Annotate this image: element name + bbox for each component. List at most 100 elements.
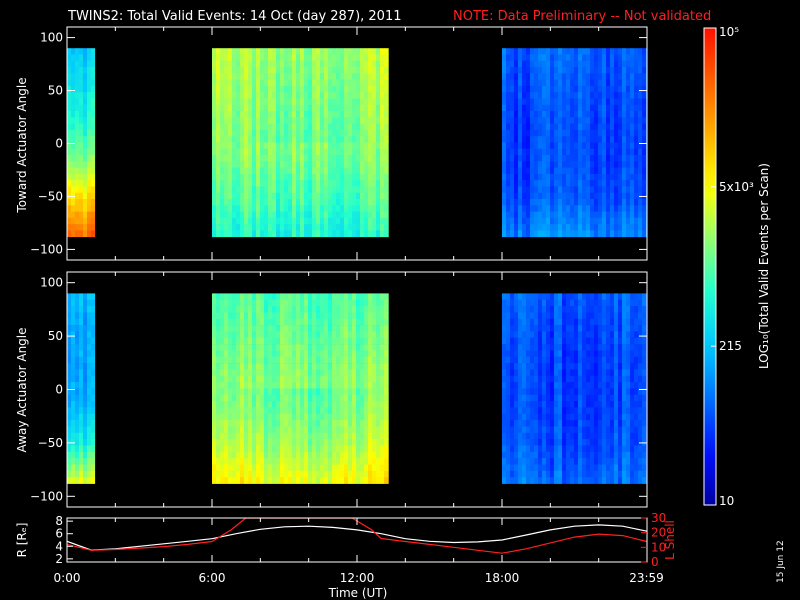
heatmap-cell [304, 180, 309, 187]
heatmap-cell [260, 161, 265, 168]
heatmap-cell [79, 224, 84, 231]
heatmap-cell [368, 67, 373, 74]
heatmap-cell [83, 54, 88, 62]
heatmap-cell [67, 401, 72, 408]
heatmap-cell [360, 117, 365, 124]
heatmap-cell [376, 104, 381, 112]
heatmap-cell [534, 67, 539, 74]
heatmap-cell [538, 306, 543, 313]
heatmap-cell [618, 48, 623, 55]
heatmap-cell [296, 224, 301, 231]
heatmap-cell [292, 79, 297, 87]
heatmap-cell [360, 129, 365, 137]
heatmap-cell [618, 224, 623, 231]
heatmap-cell [570, 356, 575, 364]
heatmap-cell [332, 369, 337, 377]
heatmap-cell [300, 432, 305, 440]
heatmap-cell [630, 211, 635, 219]
heatmap-cell [542, 186, 547, 194]
heatmap-cell [91, 439, 96, 446]
heatmap-cell [220, 123, 225, 131]
heatmap-cell [348, 432, 353, 440]
heatmap-cell [328, 382, 333, 389]
heatmap-cell [216, 331, 221, 339]
heatmap-cell [224, 224, 229, 231]
heatmap-cell [574, 224, 579, 231]
heatmap-cell [598, 306, 603, 313]
heatmap-cell [79, 155, 84, 162]
heatmap-cell [574, 142, 579, 150]
heatmap-cell [256, 161, 261, 168]
heatmap-cell [244, 217, 249, 225]
heatmap-cell [316, 217, 321, 225]
heatmap-cell [590, 401, 595, 408]
heatmap-cell [236, 445, 241, 453]
heatmap-cell [212, 85, 217, 93]
heatmap-cell [216, 92, 221, 99]
heatmap-cell [224, 186, 229, 194]
heatmap-cell [332, 293, 337, 301]
heatmap-cell [328, 363, 333, 370]
heatmap-cell [384, 180, 389, 187]
heatmap-cell [542, 299, 547, 307]
heatmap-cell [272, 458, 277, 465]
heatmap-cell [248, 104, 253, 112]
heatmap-cell [530, 180, 535, 187]
heatmap-cell [630, 230, 635, 238]
heatmap-cell [232, 205, 237, 212]
heatmap-cell [598, 211, 603, 219]
heatmap-cell [380, 186, 385, 194]
heatmap-cell [344, 375, 349, 383]
heatmap-cell [348, 104, 353, 112]
heatmap-cell [566, 464, 571, 472]
heatmap-cell [364, 180, 369, 187]
heatmap-cell [308, 230, 313, 238]
heatmap-cell [352, 129, 357, 137]
heatmap-cell [614, 230, 619, 238]
heatmap-cell [344, 464, 349, 472]
heatmap-cell [228, 92, 233, 99]
heatmap-cell [264, 388, 269, 396]
heatmap-cell [590, 363, 595, 370]
heatmap-cell [538, 350, 543, 358]
heatmap-cell [71, 148, 76, 156]
heatmap-cell [344, 142, 349, 150]
heatmap-cell [526, 79, 531, 87]
heatmap-cell [316, 382, 321, 389]
heatmap-cell [292, 148, 297, 156]
heatmap-cell [550, 318, 555, 326]
heatmap-cell [240, 142, 245, 150]
heatmap-cell [372, 401, 377, 408]
heatmap-cell [590, 180, 595, 187]
heatmap-cell [372, 464, 377, 472]
heatmap-cell [228, 306, 233, 313]
heatmap-cell [268, 375, 273, 383]
heatmap-cell [280, 312, 285, 320]
heatmap-cell [566, 230, 571, 238]
heatmap-cell [558, 306, 563, 313]
heatmap-cell [554, 85, 559, 93]
heatmap-cell [586, 67, 591, 74]
heatmap-cell [570, 445, 575, 453]
heatmap-cell [340, 407, 345, 415]
heatmap-cell [554, 217, 559, 225]
heatmap-cell [276, 161, 281, 168]
heatmap-cell [240, 111, 245, 118]
heatmap-cell [534, 375, 539, 383]
heatmap-cell [582, 67, 587, 74]
heatmap-cell [336, 382, 341, 389]
heatmap-cell [284, 111, 289, 118]
heatmap-cell [244, 382, 249, 389]
heatmap-cell [550, 458, 555, 465]
heatmap-cell [91, 173, 96, 181]
heatmap-cell [75, 123, 80, 131]
heatmap-cell [526, 375, 531, 383]
heatmap-cell [296, 331, 301, 339]
heatmap-cell [288, 458, 293, 465]
heatmap-cell [550, 192, 555, 200]
heatmap-cell [530, 167, 535, 175]
heatmap-cell [240, 407, 245, 415]
heatmap-cell [586, 79, 591, 87]
heatmap-cell [87, 79, 92, 87]
heatmap-cell [356, 211, 361, 219]
